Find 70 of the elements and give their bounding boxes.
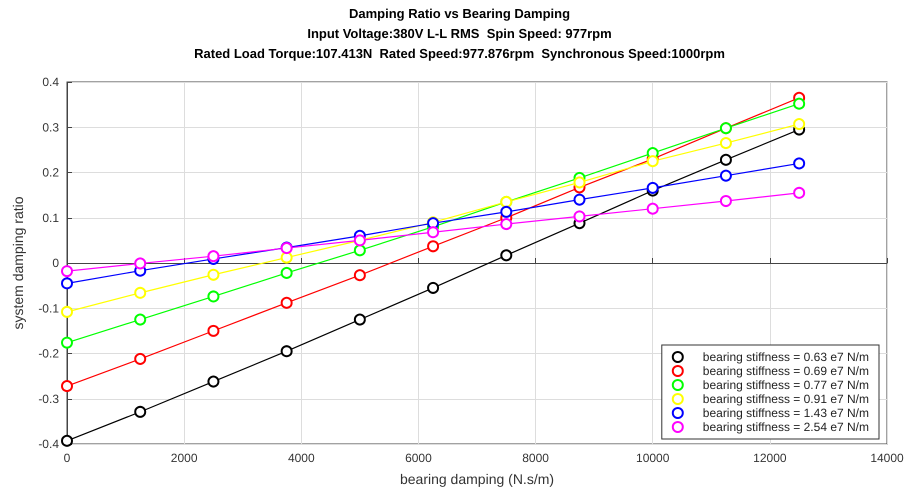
point <box>793 186 806 199</box>
point <box>207 250 220 262</box>
x-tick-label: 10000 <box>636 451 670 465</box>
chart-subtitle: Input Voltage:380V L-L RMS Spin Speed: 977rpm Rated Load Torque:107.413N Rated Speed:977.876rpm Synchronous Speed:1000rpm <box>194 26 725 61</box>
point <box>134 257 146 270</box>
legend-label: bearing stiffness = 0.91 e7 N/m <box>702 392 870 406</box>
point <box>280 252 293 264</box>
point <box>61 265 73 278</box>
point <box>207 376 220 388</box>
x-tick-label: 0 <box>64 451 71 465</box>
point <box>207 324 220 337</box>
point <box>134 314 146 326</box>
point <box>61 380 73 392</box>
y-tick-label: 0.1 <box>42 210 60 225</box>
point <box>720 137 732 150</box>
x-tick-label: 8000 <box>522 451 550 465</box>
point <box>354 314 366 326</box>
y-tick-label: 0.2 <box>42 166 60 180</box>
point <box>61 434 73 447</box>
point <box>646 155 659 168</box>
point <box>427 240 440 252</box>
y-tick-label: -0.1 <box>38 301 60 316</box>
point <box>720 154 732 166</box>
point <box>280 296 293 309</box>
point <box>207 290 220 302</box>
y-tick-label: 0 <box>52 256 60 270</box>
point <box>427 226 440 238</box>
y-tick-label: -0.3 <box>38 392 60 406</box>
point <box>793 157 806 170</box>
y-tick-label: -0.2 <box>38 346 60 360</box>
point <box>793 118 806 130</box>
legend-label: bearing stiffness = 1.43 e7 N/m <box>702 406 870 420</box>
x-tick-label: 14000 <box>870 451 904 465</box>
point <box>500 218 512 230</box>
point <box>427 282 440 294</box>
point <box>500 206 512 218</box>
y-tick-label: 0.3 <box>42 120 60 134</box>
point <box>574 194 586 206</box>
point <box>354 269 366 282</box>
point <box>134 352 146 365</box>
point <box>61 336 73 349</box>
point <box>134 406 146 418</box>
point <box>134 286 146 299</box>
x-tick-label: 12000 <box>753 451 787 465</box>
legend-label: bearing stiffness = 0.77 e7 N/m <box>702 378 870 392</box>
point <box>500 249 512 262</box>
point <box>354 244 366 256</box>
x-tick-label: 6000 <box>405 451 432 465</box>
y-tick-label: -0.4 <box>38 437 60 451</box>
point <box>646 182 659 194</box>
legend-label: bearing stiffness = 0.69 e7 N/m <box>702 364 870 378</box>
point <box>280 266 293 279</box>
point <box>280 345 293 358</box>
chart-title: Damping Ratio vs Bearing Damping <box>348 6 570 21</box>
x-tick-label: 4000 <box>288 451 315 465</box>
point <box>646 202 659 215</box>
point <box>61 306 73 318</box>
point <box>574 176 586 188</box>
x-tick-label: 2000 <box>170 451 198 465</box>
legend-label: bearing stiffness = 2.54 e7 N/m <box>702 420 870 434</box>
y-tick-label: 0.4 <box>42 75 60 89</box>
point <box>793 98 806 110</box>
point <box>61 277 73 290</box>
point <box>207 268 220 281</box>
point <box>720 170 732 182</box>
x-axis-title: bearing damping (N.s/m) <box>400 471 554 487</box>
y-axis-title: system damping ratio <box>10 196 26 330</box>
point <box>720 195 732 208</box>
point <box>574 210 586 222</box>
legend-label: bearing stiffness = 0.63 e7 N/m <box>702 350 870 364</box>
